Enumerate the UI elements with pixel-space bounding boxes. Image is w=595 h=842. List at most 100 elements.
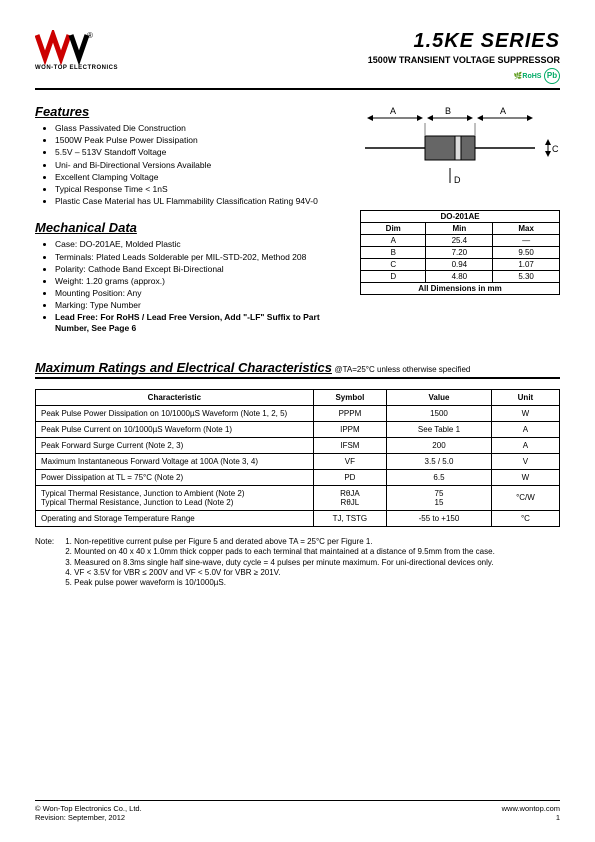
svg-text:®: ®: [87, 31, 93, 40]
note-item: 4. VF < 3.5V for VBR ≤ 200V and VF < 5.0…: [65, 568, 280, 577]
table-header: Characteristic: [36, 389, 314, 405]
table-header: Value: [387, 389, 492, 405]
table-header: Symbol: [313, 389, 386, 405]
table-cell: V: [491, 453, 559, 469]
note-item: 2. Mounted on 40 x 40 x 1.0mm thick copp…: [65, 547, 495, 556]
list-item: Typical Response Time < 1nS: [55, 184, 340, 194]
table-row: Maximum Instantaneous Forward Voltage at…: [36, 453, 560, 469]
table-row: Typical Thermal Resistance, Junction to …: [36, 485, 560, 510]
table-cell: Maximum Instantaneous Forward Voltage at…: [36, 453, 314, 469]
list-item: Mounting Position: Any: [55, 288, 340, 298]
page-footer: © Won-Top Electronics Co., Ltd. Revision…: [35, 800, 560, 822]
table-cell: °C: [491, 510, 559, 526]
table-cell: Peak Pulse Power Dissipation on 10/1000µ…: [36, 405, 314, 421]
dimension-table: DO-201AE Dim Min Max A25.4— B7.209.50 C0…: [360, 210, 560, 295]
table-row: Power Dissipation at TL = 75°C (Note 2)P…: [36, 469, 560, 485]
table-cell: See Table 1: [387, 421, 492, 437]
table-cell: TJ, TSTG: [313, 510, 386, 526]
table-cell: A: [491, 421, 559, 437]
table-cell: PPPM: [313, 405, 386, 421]
note-item: 5. Peak pulse power waveform is 10/1000µ…: [65, 578, 226, 587]
pb-free-icon: Pb: [544, 68, 560, 84]
table-cell: 1.07: [493, 259, 560, 271]
website: www.wontop.com: [502, 804, 560, 813]
list-item: 1500W Peak Pulse Power Dissipation: [55, 135, 340, 145]
table-cell: Typical Thermal Resistance, Junction to …: [36, 485, 314, 510]
list-item: Weight: 1.20 grams (approx.): [55, 276, 340, 286]
ratings-table: Characteristic Symbol Value Unit Peak Pu…: [35, 389, 560, 527]
ratings-divider: [35, 377, 560, 379]
list-item: Terminals: Plated Leads Solderable per M…: [55, 252, 340, 262]
table-cell: 1500: [387, 405, 492, 421]
table-header: Unit: [491, 389, 559, 405]
table-cell: Operating and Storage Temperature Range: [36, 510, 314, 526]
table-cell: 3.5 / 5.0: [387, 453, 492, 469]
package-diagram: A B A C D: [360, 98, 560, 188]
dim-label-d: D: [454, 175, 461, 185]
table-cell: IFSM: [313, 437, 386, 453]
table-row: Operating and Storage Temperature RangeT…: [36, 510, 560, 526]
table-cell: W: [491, 469, 559, 485]
dim-label-a: A: [500, 106, 506, 116]
dim-col: Dim: [361, 223, 426, 235]
notes-label: Note:: [35, 537, 63, 547]
features-list: Glass Passivated Die Construction 1500W …: [55, 123, 340, 206]
mechanical-list: Case: DO-201AE, Molded Plastic Terminals…: [55, 239, 340, 333]
list-item: Lead Free: For RoHS / Lead Free Version,…: [55, 312, 340, 332]
table-row: Peak Pulse Power Dissipation on 10/1000µ…: [36, 405, 560, 421]
company-logo: ® WON-TOP ELECTRONICS: [35, 30, 118, 71]
dim-col: Max: [493, 223, 560, 235]
mechanical-heading: Mechanical Data: [35, 220, 340, 235]
notes-block: Note: 1. Non-repetitive current pulse pe…: [35, 537, 560, 589]
table-cell: RθJA RθJL: [313, 485, 386, 510]
table-cell: 9.50: [493, 247, 560, 259]
table-cell: IPPM: [313, 421, 386, 437]
list-item: Plastic Case Material has UL Flammabilit…: [55, 196, 340, 206]
table-cell: VF: [313, 453, 386, 469]
features-heading: Features: [35, 104, 340, 119]
dim-package: DO-201AE: [361, 211, 560, 223]
table-cell: C: [361, 259, 426, 271]
list-item: Uni- and Bi-Directional Versions Availab…: [55, 160, 340, 170]
table-cell: Power Dissipation at TL = 75°C (Note 2): [36, 469, 314, 485]
table-cell: 4.80: [426, 271, 493, 283]
header-divider: [35, 88, 560, 90]
table-cell: 25.4: [426, 235, 493, 247]
revision: Revision: September, 2012: [35, 813, 142, 822]
table-cell: -55 to +150: [387, 510, 492, 526]
subtitle: 1500W TRANSIENT VOLTAGE SUPPRESSOR: [368, 55, 560, 65]
table-cell: °C/W: [491, 485, 559, 510]
list-item: Excellent Clamping Voltage: [55, 172, 340, 182]
table-cell: PD: [313, 469, 386, 485]
table-cell: 5.30: [493, 271, 560, 283]
list-item: Marking: Type Number: [55, 300, 340, 310]
logo-icon: ®: [35, 30, 95, 65]
rohs-icon: 🌿RoHS: [514, 72, 542, 80]
table-cell: A: [491, 437, 559, 453]
dim-col: Min: [426, 223, 493, 235]
dim-footer: All Dimensions in mm: [361, 283, 560, 295]
note-item: 3. Measured on 8.3ms single half sine-wa…: [65, 558, 493, 567]
list-item: Case: DO-201AE, Molded Plastic: [55, 239, 340, 249]
ratings-heading: Maximum Ratings and Electrical Character…: [35, 360, 332, 375]
dim-label-b: B: [445, 106, 451, 116]
table-cell: 7.20: [426, 247, 493, 259]
table-cell: 6.5: [387, 469, 492, 485]
table-cell: Peak Pulse Current on 10/1000µS Waveform…: [36, 421, 314, 437]
table-cell: D: [361, 271, 426, 283]
series-title: 1.5KE SERIES: [368, 30, 560, 53]
list-item: Glass Passivated Die Construction: [55, 123, 340, 133]
list-item: 5.5V – 513V Standoff Voltage: [55, 147, 340, 157]
table-cell: A: [361, 235, 426, 247]
table-cell: Peak Forward Surge Current (Note 2, 3): [36, 437, 314, 453]
company-name: WON-TOP ELECTRONICS: [35, 65, 118, 71]
table-cell: 200: [387, 437, 492, 453]
dim-label-a: A: [390, 106, 396, 116]
note-item: 1. Non-repetitive current pulse per Figu…: [65, 537, 372, 546]
ratings-condition: @TA=25°C unless otherwise specified: [334, 365, 470, 374]
copyright: © Won-Top Electronics Co., Ltd.: [35, 804, 142, 813]
table-row: Peak Forward Surge Current (Note 2, 3)IF…: [36, 437, 560, 453]
table-cell: 0.94: [426, 259, 493, 271]
dim-label-c: C: [552, 144, 559, 154]
page-number: 1: [502, 813, 560, 822]
